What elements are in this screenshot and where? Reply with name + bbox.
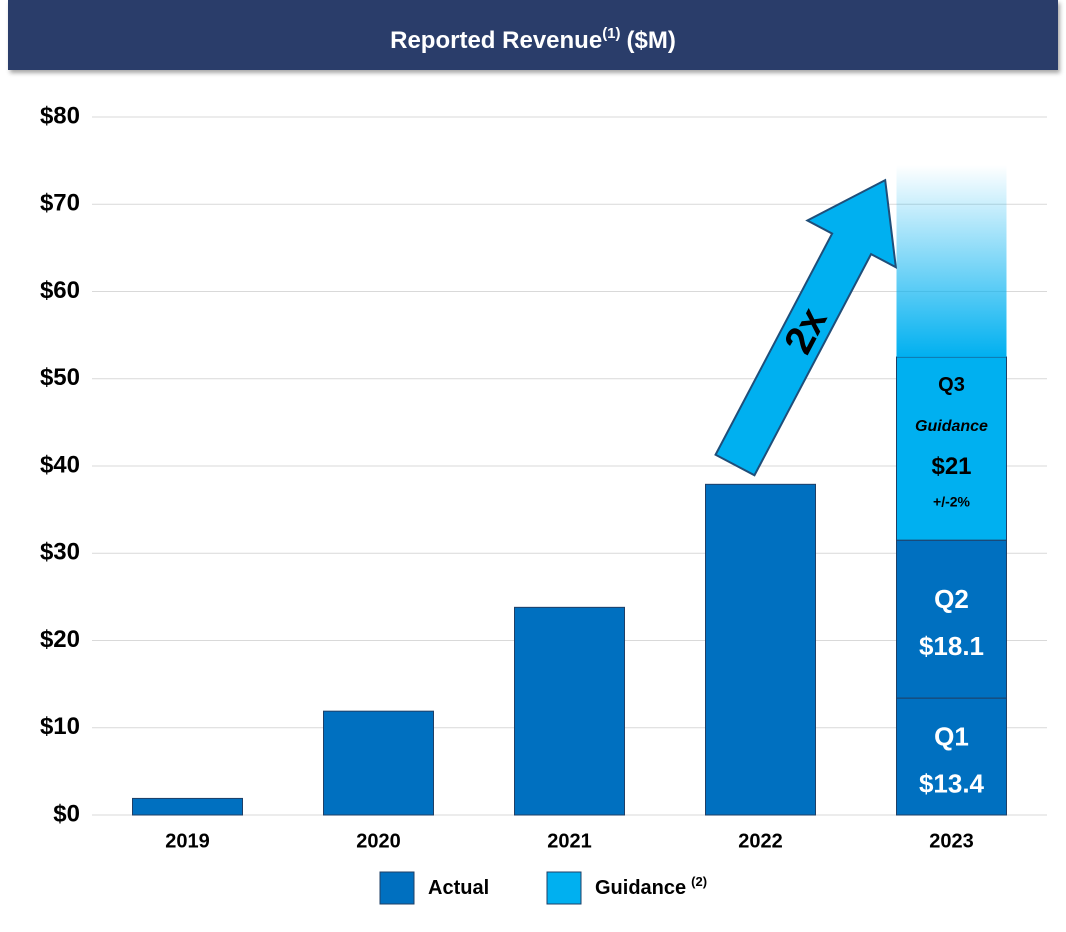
fade-extension <box>896 165 1007 357</box>
bar <box>705 483 816 816</box>
segment-value-label: $21 <box>931 453 971 480</box>
title-bar <box>8 0 1058 70</box>
y-tick-label: $0 <box>53 800 80 827</box>
legend-swatch <box>379 871 415 905</box>
title-text: Reported Revenue <box>390 27 602 54</box>
x-tick-label: 2022 <box>738 830 783 852</box>
legend-swatch <box>546 871 582 905</box>
segment-range: +/-2% <box>933 493 971 509</box>
arrow-shape <box>714 178 898 477</box>
y-tick-label: $40 <box>40 451 80 478</box>
legend-label: Actual <box>428 877 489 899</box>
y-tick-label: $80 <box>40 102 80 129</box>
y-tick-label: $50 <box>40 364 80 391</box>
chart-title: Reported Revenue(1) ($M) <box>390 25 676 54</box>
segment-value-label: $13.4 <box>919 768 985 798</box>
stack-segment <box>896 356 1007 541</box>
y-tick-label: $60 <box>40 277 80 304</box>
legend-label: Guidance (2) <box>595 874 707 899</box>
x-tick-label: 2023 <box>929 830 974 852</box>
legend-name: Guidance <box>595 877 686 899</box>
bar <box>514 606 625 816</box>
segment-label: Q1 <box>934 721 969 751</box>
x-tick-label: 2020 <box>356 830 401 852</box>
title-note: (1) <box>602 25 620 42</box>
bar <box>132 797 243 816</box>
segment-label: Q2 <box>934 584 969 614</box>
title-unit: ($M) <box>627 27 676 54</box>
segment-value-label: $18.1 <box>919 631 984 661</box>
bar <box>323 710 434 816</box>
legend-note: (2) <box>691 874 707 889</box>
y-tick-label: $20 <box>40 626 80 653</box>
stack-segment <box>896 697 1007 816</box>
growth-arrow <box>714 178 898 477</box>
y-tick-label: $30 <box>40 539 80 566</box>
segment-label: Q3 <box>938 374 965 396</box>
x-tick-label: 2019 <box>165 830 210 852</box>
legend-name: Actual <box>428 877 489 899</box>
stack-segment <box>896 539 1007 699</box>
y-tick-label: $70 <box>40 190 80 217</box>
y-tick-label: $10 <box>40 713 80 740</box>
x-tick-label: 2021 <box>547 830 592 852</box>
segment-note: Guidance <box>915 418 988 435</box>
